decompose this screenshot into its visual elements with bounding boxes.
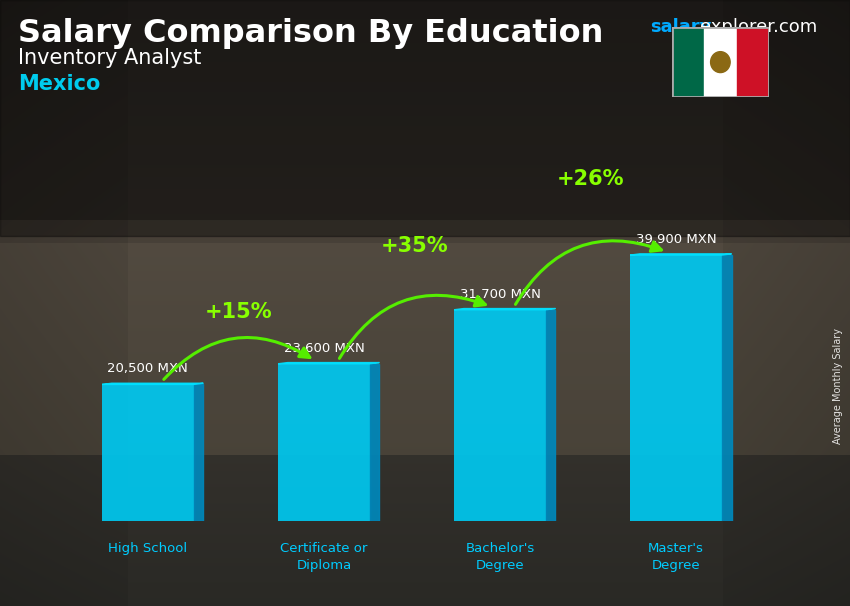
Text: Average Monthly Salary: Average Monthly Salary bbox=[833, 328, 843, 444]
Text: +26%: +26% bbox=[557, 169, 625, 189]
Polygon shape bbox=[102, 383, 203, 384]
Polygon shape bbox=[630, 254, 732, 255]
Text: 31,700 MXN: 31,700 MXN bbox=[460, 288, 541, 301]
Text: Salary Comparison By Education: Salary Comparison By Education bbox=[18, 18, 604, 49]
Polygon shape bbox=[194, 384, 203, 521]
FancyBboxPatch shape bbox=[102, 384, 194, 521]
FancyBboxPatch shape bbox=[454, 310, 546, 521]
Text: 39,900 MXN: 39,900 MXN bbox=[636, 233, 717, 246]
FancyBboxPatch shape bbox=[630, 255, 722, 521]
Text: explorer.com: explorer.com bbox=[700, 18, 817, 36]
Text: Mexico: Mexico bbox=[18, 74, 100, 94]
Bar bbox=[737, 27, 769, 97]
Polygon shape bbox=[722, 255, 732, 521]
Text: 23,600 MXN: 23,600 MXN bbox=[284, 342, 365, 355]
Text: Master's
Degree: Master's Degree bbox=[648, 542, 704, 572]
Bar bbox=[0, 0, 850, 236]
Text: Bachelor's
Degree: Bachelor's Degree bbox=[465, 542, 535, 572]
Polygon shape bbox=[370, 364, 379, 521]
FancyBboxPatch shape bbox=[278, 364, 370, 521]
Text: High School: High School bbox=[108, 542, 187, 555]
Text: salary: salary bbox=[650, 18, 711, 36]
Bar bbox=[704, 27, 737, 97]
Text: +15%: +15% bbox=[205, 302, 272, 322]
Polygon shape bbox=[278, 362, 379, 364]
Polygon shape bbox=[454, 308, 555, 310]
Text: 20,500 MXN: 20,500 MXN bbox=[107, 362, 188, 376]
Text: Inventory Analyst: Inventory Analyst bbox=[18, 48, 201, 68]
Text: Certificate or
Diploma: Certificate or Diploma bbox=[280, 542, 367, 572]
Bar bbox=[672, 27, 704, 97]
Circle shape bbox=[711, 52, 730, 73]
Text: +35%: +35% bbox=[381, 236, 449, 256]
Polygon shape bbox=[546, 310, 555, 521]
